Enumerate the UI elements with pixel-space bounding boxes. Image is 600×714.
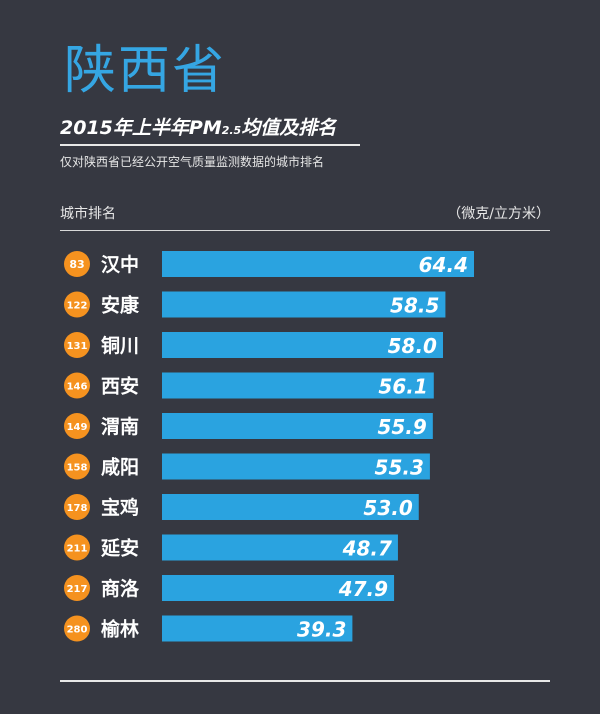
rank-badge (64, 453, 90, 480)
rank-badge (64, 615, 90, 642)
rank-label: 122 (67, 301, 88, 312)
value-label: 39.3 (297, 618, 346, 642)
city-label: 渭南 (101, 416, 139, 438)
bar (162, 615, 353, 642)
value-label: 55.9 (377, 415, 426, 439)
rank-label: 211 (67, 544, 88, 555)
bar (162, 291, 446, 318)
value-label: 55.3 (375, 456, 424, 480)
bottom-divider (60, 680, 550, 682)
value-label: 64.4 (419, 253, 468, 277)
rank-label: 280 (67, 625, 88, 636)
bar-row: 280 榆林 39.3 (64, 615, 353, 642)
subtitle-main: 2015年上半年PM (60, 117, 222, 139)
bar-row: 178 宝鸡 53.0 (64, 494, 419, 520)
value-label: 58.0 (388, 334, 437, 358)
city-label: 安康 (101, 294, 140, 317)
bar-row: 122 安康 58.5 (64, 291, 446, 318)
bar (162, 332, 443, 358)
value-label: 48.7 (342, 537, 392, 561)
value-label: 53.0 (363, 496, 412, 520)
bar-row: 131 铜川 58.0 (64, 332, 443, 358)
rank-badge (64, 372, 90, 399)
subtitle-tail: 均值及排名 (241, 117, 337, 139)
rank-badge (64, 575, 90, 601)
city-label: 西安 (101, 375, 139, 398)
city-label: 宝鸡 (101, 496, 139, 519)
ranking-note: 仅对陕西省已经公开空气质量监测数据的城市排名 (60, 155, 325, 169)
rank-label: 149 (67, 422, 88, 433)
rank-label: 83 (69, 258, 84, 271)
bar-row: 211 延安 48.7 (64, 534, 398, 561)
header-city-rank: 城市排名 (60, 206, 116, 222)
rank-label: 158 (67, 463, 88, 474)
rank-label: 146 (67, 382, 88, 393)
city-label: 商洛 (101, 577, 140, 600)
rank-label: 131 (67, 341, 88, 352)
city-label: 汉中 (101, 253, 139, 276)
rank-label: 217 (67, 584, 88, 595)
bar (162, 494, 419, 520)
rank-label: 178 (67, 503, 88, 514)
rank-badge (64, 291, 90, 318)
rank-badge (64, 251, 90, 277)
rank-badge (64, 332, 90, 358)
city-label: 延安 (100, 537, 139, 560)
bar (162, 453, 430, 480)
bar-row: 217 商洛 47.9 (64, 575, 395, 601)
bar-row: 83 汉中 64.4 (64, 251, 474, 277)
city-label: 榆林 (101, 618, 139, 641)
bar (162, 413, 433, 439)
header-unit: （微克/立方米） (447, 206, 550, 222)
bar-row: 146 西安 56.1 (64, 372, 434, 399)
province-title: 陕西省 (64, 41, 227, 101)
bar (162, 575, 395, 601)
bar (162, 534, 398, 561)
subtitle-subscript: 2.5 (221, 124, 242, 137)
rank-badge (64, 413, 90, 439)
bar (162, 372, 434, 399)
subtitle-divider (60, 144, 360, 146)
city-label: 咸阳 (101, 456, 139, 479)
bar-row: 158 咸阳 55.3 (64, 453, 430, 480)
value-label: 56.1 (378, 375, 427, 399)
bar (162, 251, 474, 277)
city-label: 铜川 (101, 334, 139, 357)
header-divider (60, 230, 550, 231)
rank-badge (64, 534, 90, 561)
chart-subtitle: 2015年上半年PM2.5均值及排名 (60, 113, 336, 140)
value-label: 47.9 (338, 577, 388, 601)
rank-badge (64, 494, 90, 520)
value-label: 58.5 (390, 294, 439, 318)
bar-row: 149 渭南 55.9 (64, 413, 433, 439)
